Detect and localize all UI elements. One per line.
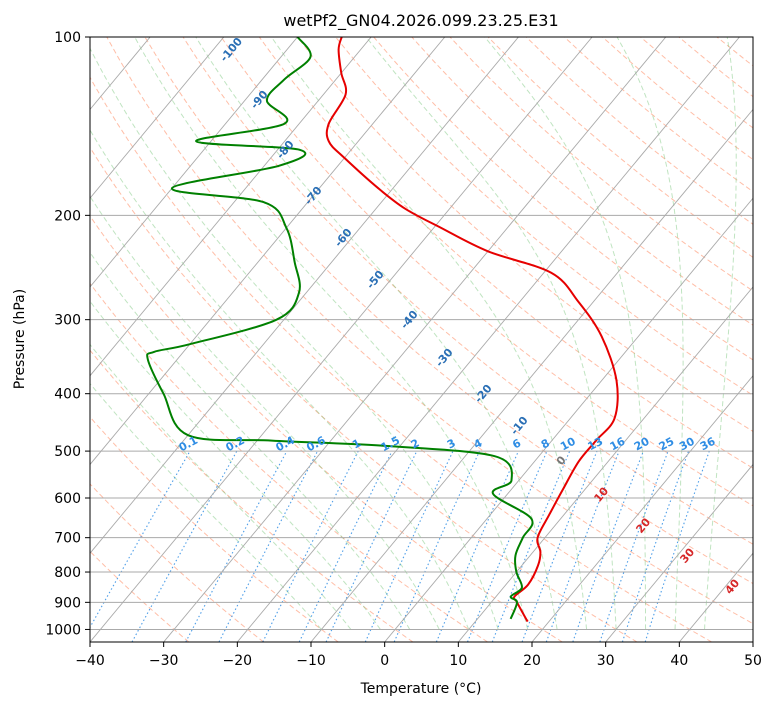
mixing-ratio-label: 16 [608, 435, 628, 454]
isotherm-line [90, 37, 519, 554]
mixing-ratio-line [393, 450, 481, 642]
dry-adiabat-line [373, 37, 753, 361]
mixing-ratio-line [599, 450, 669, 642]
isotherm-line [90, 37, 225, 199]
moist-adiabat-line [90, 47, 499, 630]
y-tick-label: 900 [54, 595, 81, 611]
x-tick-label: −10 [296, 653, 326, 669]
dry-adiabat-line [106, 37, 753, 625]
dry-adiabat-line [90, 483, 264, 642]
moist-adiabat-line [90, 343, 352, 630]
dry-adiabat-line [411, 37, 753, 326]
dry-adiabat-line [90, 282, 488, 642]
x-tick-label: 10 [449, 653, 467, 669]
x-axis: −40 −30 −20 −10 0 10 20 30 40 50 [75, 642, 762, 669]
y-tick-label: 500 [54, 444, 81, 460]
mixing-ratio-line [521, 450, 598, 642]
x-tick-label: −40 [75, 653, 105, 669]
moist-adiabat-line [90, 195, 440, 630]
dry-adiabat-line [144, 37, 753, 585]
isotherm-line [531, 375, 753, 642]
dry-adiabat-line [297, 37, 753, 432]
isotherm-line [90, 37, 446, 466]
isotherm-line [310, 108, 753, 642]
y-tick-label: 100 [54, 30, 81, 46]
isotherm-line [163, 37, 667, 642]
moist-adiabat-line [616, 37, 684, 630]
y-tick-label: 1000 [45, 622, 81, 638]
x-axis-label: Temperature (°C) [360, 681, 482, 697]
isotherm-line [90, 37, 372, 377]
chart-title: wetPf2_GN04.2026.099.23.25.E31 [283, 11, 558, 31]
moist-adiabat-line [270, 37, 588, 630]
plot-frame [89, 36, 754, 643]
mixing-ratio-line [644, 450, 710, 642]
moist-adiabat-line [484, 37, 647, 630]
isotherm-line [457, 286, 753, 642]
mixing-ratio-line [466, 450, 548, 642]
x-tick-label: −30 [149, 653, 179, 669]
y-tick-label: 700 [54, 531, 81, 547]
mixing-ratio-line [90, 450, 191, 629]
mixing-ratio-label: 10 [558, 435, 578, 454]
moist-adiabat-line [90, 300, 381, 630]
isotherm-line [605, 463, 753, 642]
dry-adiabat-line [90, 215, 563, 642]
moist-adiabat-line [195, 37, 558, 630]
dry-adiabat-line [90, 76, 712, 642]
moist-adiabat-line [134, 37, 529, 630]
mixing-ratio-label: 20 [632, 435, 652, 454]
y-tick-label: 800 [54, 565, 81, 581]
mixing-ratio-line [262, 450, 359, 642]
mixing-ratio-line [185, 450, 288, 642]
isotherm-line [384, 197, 753, 642]
mixing-ratio-line [572, 450, 644, 642]
moist-adiabat-line [365, 37, 617, 630]
mixing-ratio-label: 25 [657, 435, 677, 454]
isotherm-line [90, 37, 298, 288]
x-tick-label: 0 [380, 653, 389, 669]
mixing-ratio-label: 30 [677, 435, 697, 454]
x-tick-label: 50 [744, 653, 762, 669]
y-tick-label: 200 [54, 208, 81, 224]
dry-adiabat-line [258, 37, 753, 469]
dewpoint-profile-line [146, 37, 534, 620]
profile-lines [146, 37, 619, 623]
y-tick-label: 300 [54, 313, 81, 329]
mixing-ratio-line [435, 450, 519, 642]
mixing-ratio-line [545, 450, 620, 642]
temperature-profile-line [325, 37, 619, 623]
y-tick-label: 600 [54, 491, 81, 507]
x-tick-label: −20 [223, 653, 253, 669]
background-lines [90, 37, 753, 642]
moist-adiabat-line [90, 251, 411, 630]
moist-adiabat-line [90, 382, 322, 630]
mixing-ratio-line [621, 450, 690, 642]
moist-adiabat-line [704, 37, 737, 630]
mixing-ratio-label: 36 [698, 434, 718, 453]
isotherm-line [236, 37, 740, 642]
dry-adiabat-line [182, 37, 753, 545]
y-axis: 100 200 300 400 500 600 700 800 900 1000 [45, 30, 90, 638]
x-tick-label: 30 [597, 653, 615, 669]
dry-adiabat-line [90, 146, 638, 642]
y-axis-label: Pressure (hPa) [12, 289, 28, 389]
isotherm-line [90, 37, 593, 642]
x-tick-label: 20 [523, 653, 541, 669]
y-tick-label: 400 [54, 387, 81, 403]
x-tick-label: 40 [670, 653, 688, 669]
mixing-ratio-label: 13 [586, 435, 606, 454]
